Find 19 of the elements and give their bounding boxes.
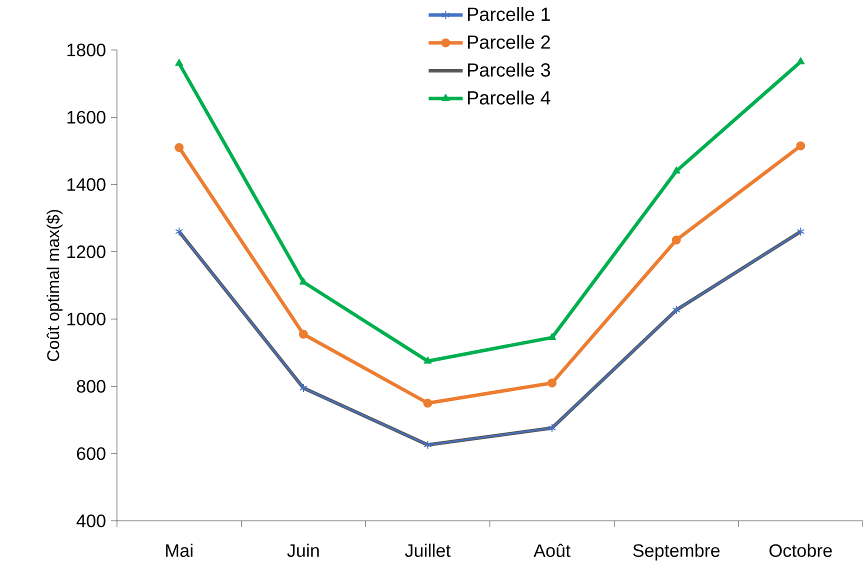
y-tick-label: 1400	[67, 178, 106, 191]
y-tick-label: 400	[76, 514, 106, 528]
y-tick-label: 800	[76, 380, 106, 393]
y-tick-label: 1800	[67, 44, 106, 56]
y-tick-label: 1600	[67, 110, 106, 124]
x-tick-label: Juillet	[405, 544, 451, 558]
y-tick-label: 600	[77, 447, 106, 460]
legend-label: Parcelle 1	[468, 7, 550, 22]
x-tick-label: Mai	[166, 544, 192, 558]
legend-label: Parcelle 3	[468, 62, 550, 77]
x-tick-label: Octobre	[770, 544, 832, 558]
x-tick-label: Septembre	[633, 544, 720, 561]
legend-label: Parcelle 2	[468, 34, 550, 49]
x-tick-label: Août	[534, 544, 570, 558]
y-axis-title: Coût optimal max($)	[46, 210, 63, 362]
legend-label: Parcelle 4	[468, 90, 550, 105]
x-tick-label: Juin	[287, 544, 319, 558]
y-tick-label: 1000	[67, 312, 106, 326]
y-tick-label: 1200	[67, 245, 106, 258]
